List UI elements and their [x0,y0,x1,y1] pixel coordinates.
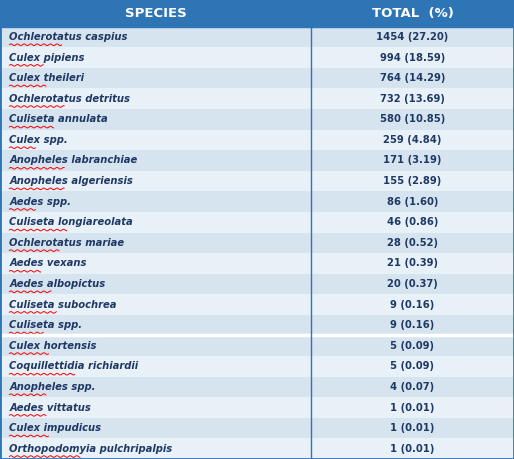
Text: Aedes vexans: Aedes vexans [9,258,87,269]
Text: 1 (0.01): 1 (0.01) [390,403,435,413]
Text: Culex spp.: Culex spp. [9,135,68,145]
Text: 21 (0.39): 21 (0.39) [387,258,438,269]
Text: 4 (0.07): 4 (0.07) [391,382,434,392]
Bar [0,294,514,315]
Text: Culex hortensis: Culex hortensis [9,341,97,351]
Text: 1454 (27.20): 1454 (27.20) [376,32,449,42]
Text: SPECIES: SPECIES [124,7,187,20]
Text: 5 (0.09): 5 (0.09) [391,361,434,371]
Text: Coquillettidia richiardii: Coquillettidia richiardii [9,361,138,371]
Text: Culex impudicus: Culex impudicus [9,423,101,433]
Bar [0,150,514,171]
Bar [0,233,514,253]
Text: Anopheles algeriensis: Anopheles algeriensis [9,176,133,186]
Text: Orthopodomyia pulchripalpis: Orthopodomyia pulchripalpis [9,444,173,453]
Text: 732 (13.69): 732 (13.69) [380,94,445,104]
Bar [0,47,514,68]
Bar [0,68,514,89]
Bar [0,418,514,438]
Bar [0,315,514,336]
Text: 580 (10.85): 580 (10.85) [380,114,445,124]
Bar [0,171,514,191]
Text: 46 (0.86): 46 (0.86) [387,217,438,227]
Bar [0,377,514,397]
Text: 764 (14.29): 764 (14.29) [380,73,445,83]
Text: 28 (0.52): 28 (0.52) [387,238,438,248]
Bar [0,0,514,27]
Bar [0,109,514,129]
Bar [0,253,514,274]
Text: 9 (0.16): 9 (0.16) [390,320,435,330]
Text: Ochlerotatus caspius: Ochlerotatus caspius [9,32,128,42]
Text: 171 (3.19): 171 (3.19) [383,156,442,165]
Bar [0,212,514,233]
Text: 1 (0.01): 1 (0.01) [390,444,435,453]
Text: Anopheles labranchiae: Anopheles labranchiae [9,156,138,165]
Text: Culex pipiens: Culex pipiens [9,52,85,62]
Bar [0,356,514,377]
Text: Ochlerotatus mariae: Ochlerotatus mariae [9,238,124,248]
Text: Aedes spp.: Aedes spp. [9,196,71,207]
Text: 5 (0.09): 5 (0.09) [391,341,434,351]
Bar [0,336,514,356]
Text: Culex theileri: Culex theileri [9,73,84,83]
Bar [0,129,514,150]
Bar [0,397,514,418]
Text: 1 (0.01): 1 (0.01) [390,423,435,433]
Text: Aedes vittatus: Aedes vittatus [9,403,91,413]
Text: 994 (18.59): 994 (18.59) [380,52,445,62]
Text: Aedes albopictus: Aedes albopictus [9,279,105,289]
Bar [0,274,514,294]
Text: Culiseta longiareolata: Culiseta longiareolata [9,217,133,227]
Text: Culiseta subochrea: Culiseta subochrea [9,300,117,309]
Text: 20 (0.37): 20 (0.37) [387,279,438,289]
Bar [0,438,514,459]
Text: Culiseta spp.: Culiseta spp. [9,320,82,330]
Bar [0,89,514,109]
Text: Ochlerotatus detritus: Ochlerotatus detritus [9,94,130,104]
Text: 155 (2.89): 155 (2.89) [383,176,442,186]
Text: TOTAL  (%): TOTAL (%) [372,7,453,20]
Text: 259 (4.84): 259 (4.84) [383,135,442,145]
Bar [0,27,514,47]
Text: Culiseta annulata: Culiseta annulata [9,114,108,124]
Text: 9 (0.16): 9 (0.16) [390,300,435,309]
Text: 86 (1.60): 86 (1.60) [387,196,438,207]
Text: Anopheles spp.: Anopheles spp. [9,382,96,392]
Bar [0,191,514,212]
